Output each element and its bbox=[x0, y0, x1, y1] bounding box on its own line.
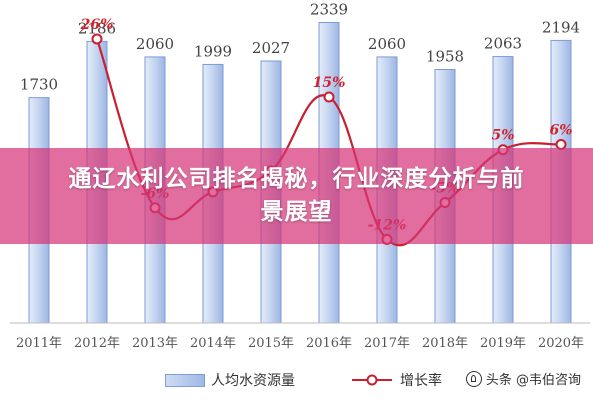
legend-item-line: 增长率 bbox=[350, 370, 442, 390]
x-tick-label: 2015年 bbox=[248, 336, 294, 351]
watermark-text: 头条 @韦伯咨询 bbox=[485, 373, 581, 388]
bar-label-group: 1730 2186 2060 1999 2027 2339 2060 1958 2063 2194 bbox=[20, 1, 580, 94]
growth-point bbox=[323, 91, 335, 103]
legend-item-bar: 人均水资源量 bbox=[165, 370, 295, 390]
bar-value-label: 2027 bbox=[252, 39, 290, 57]
bar-value-label: 1999 bbox=[194, 42, 232, 60]
x-tick-label: 2013年 bbox=[132, 336, 178, 351]
growth-value-label: 26% bbox=[80, 17, 114, 33]
x-tick-label: 2018年 bbox=[422, 336, 468, 351]
growth-value-label: 6% bbox=[549, 122, 572, 138]
title-banner: 通辽水利公司排名揭秘，行业深度分析与前景展望 bbox=[0, 148, 593, 244]
legend-bar-label: 人均水资源量 bbox=[211, 373, 295, 389]
x-tick-label: 2012年 bbox=[74, 336, 120, 351]
bar-value-label: 2063 bbox=[484, 35, 522, 53]
legend: 人均水资源量 增长率 bbox=[165, 370, 442, 390]
x-tick-label: 2014年 bbox=[190, 336, 236, 351]
bar-value-label: 2060 bbox=[368, 35, 406, 53]
x-tick-label: 2016年 bbox=[306, 336, 352, 351]
legend-line-swatch bbox=[352, 374, 392, 386]
x-tick-label: 2011年 bbox=[16, 336, 62, 351]
x-tick-label: 2017年 bbox=[364, 336, 410, 351]
legend-bar-swatch bbox=[165, 373, 205, 387]
x-tick-label: 2020年 bbox=[538, 336, 584, 351]
growth-value-label: 15% bbox=[313, 75, 346, 91]
x-tick-group: 2011年 2012年 2013年 2014年 2015年 2016年 2017年 2018年… bbox=[16, 336, 584, 351]
bar-value-label: 2194 bbox=[542, 18, 580, 36]
legend-line-label: 增长率 bbox=[400, 373, 442, 389]
banner-title: 通辽水利公司排名揭秘，行业深度分析与前景展望 bbox=[68, 166, 525, 225]
growth-point bbox=[91, 33, 103, 45]
growth-value-label: 5% bbox=[491, 128, 514, 144]
bar-value-label: 2186 bbox=[78, 19, 116, 37]
x-tick-label: 2019年 bbox=[480, 336, 526, 351]
watermark: 头条 @韦伯咨询 bbox=[465, 369, 581, 388]
watermark-logo-icon bbox=[465, 370, 482, 387]
bar-value-label: 2339 bbox=[310, 1, 348, 19]
bar-value-label: 2060 bbox=[136, 35, 174, 53]
bar-value-label: 1958 bbox=[426, 48, 464, 66]
bar-value-label: 1730 bbox=[20, 76, 58, 94]
